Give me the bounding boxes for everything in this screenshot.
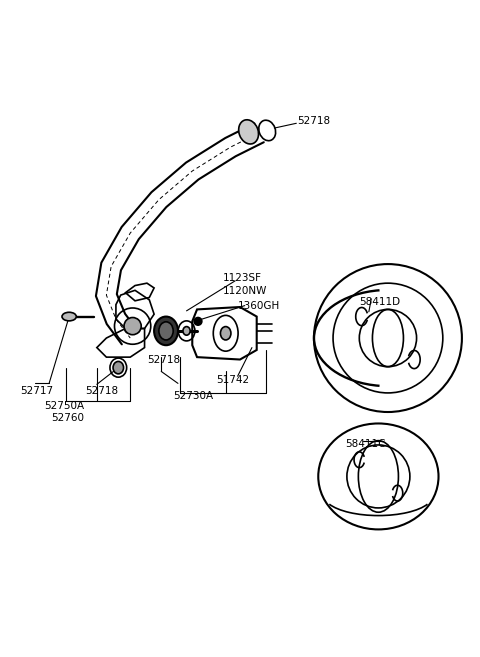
Text: 52760: 52760 bbox=[51, 413, 84, 423]
Ellipse shape bbox=[159, 322, 173, 340]
Ellipse shape bbox=[62, 312, 76, 321]
Text: 1120NW: 1120NW bbox=[223, 286, 268, 296]
Text: 58411C: 58411C bbox=[345, 439, 385, 449]
Text: 58411D: 58411D bbox=[360, 297, 400, 307]
Text: 52718: 52718 bbox=[85, 386, 118, 396]
Ellipse shape bbox=[113, 361, 123, 374]
Text: 52750A: 52750A bbox=[44, 401, 84, 411]
Text: 52717: 52717 bbox=[21, 386, 54, 396]
Text: 1360GH: 1360GH bbox=[238, 301, 280, 311]
Ellipse shape bbox=[154, 317, 178, 345]
Text: 52718: 52718 bbox=[147, 355, 180, 365]
Text: 52718: 52718 bbox=[297, 116, 330, 126]
Ellipse shape bbox=[183, 327, 190, 335]
Ellipse shape bbox=[239, 120, 259, 144]
Text: 51742: 51742 bbox=[216, 375, 249, 385]
Ellipse shape bbox=[220, 327, 231, 340]
Circle shape bbox=[194, 317, 202, 325]
Circle shape bbox=[124, 317, 141, 334]
Text: 1123SF: 1123SF bbox=[223, 273, 262, 283]
Text: 52730A: 52730A bbox=[173, 392, 213, 401]
